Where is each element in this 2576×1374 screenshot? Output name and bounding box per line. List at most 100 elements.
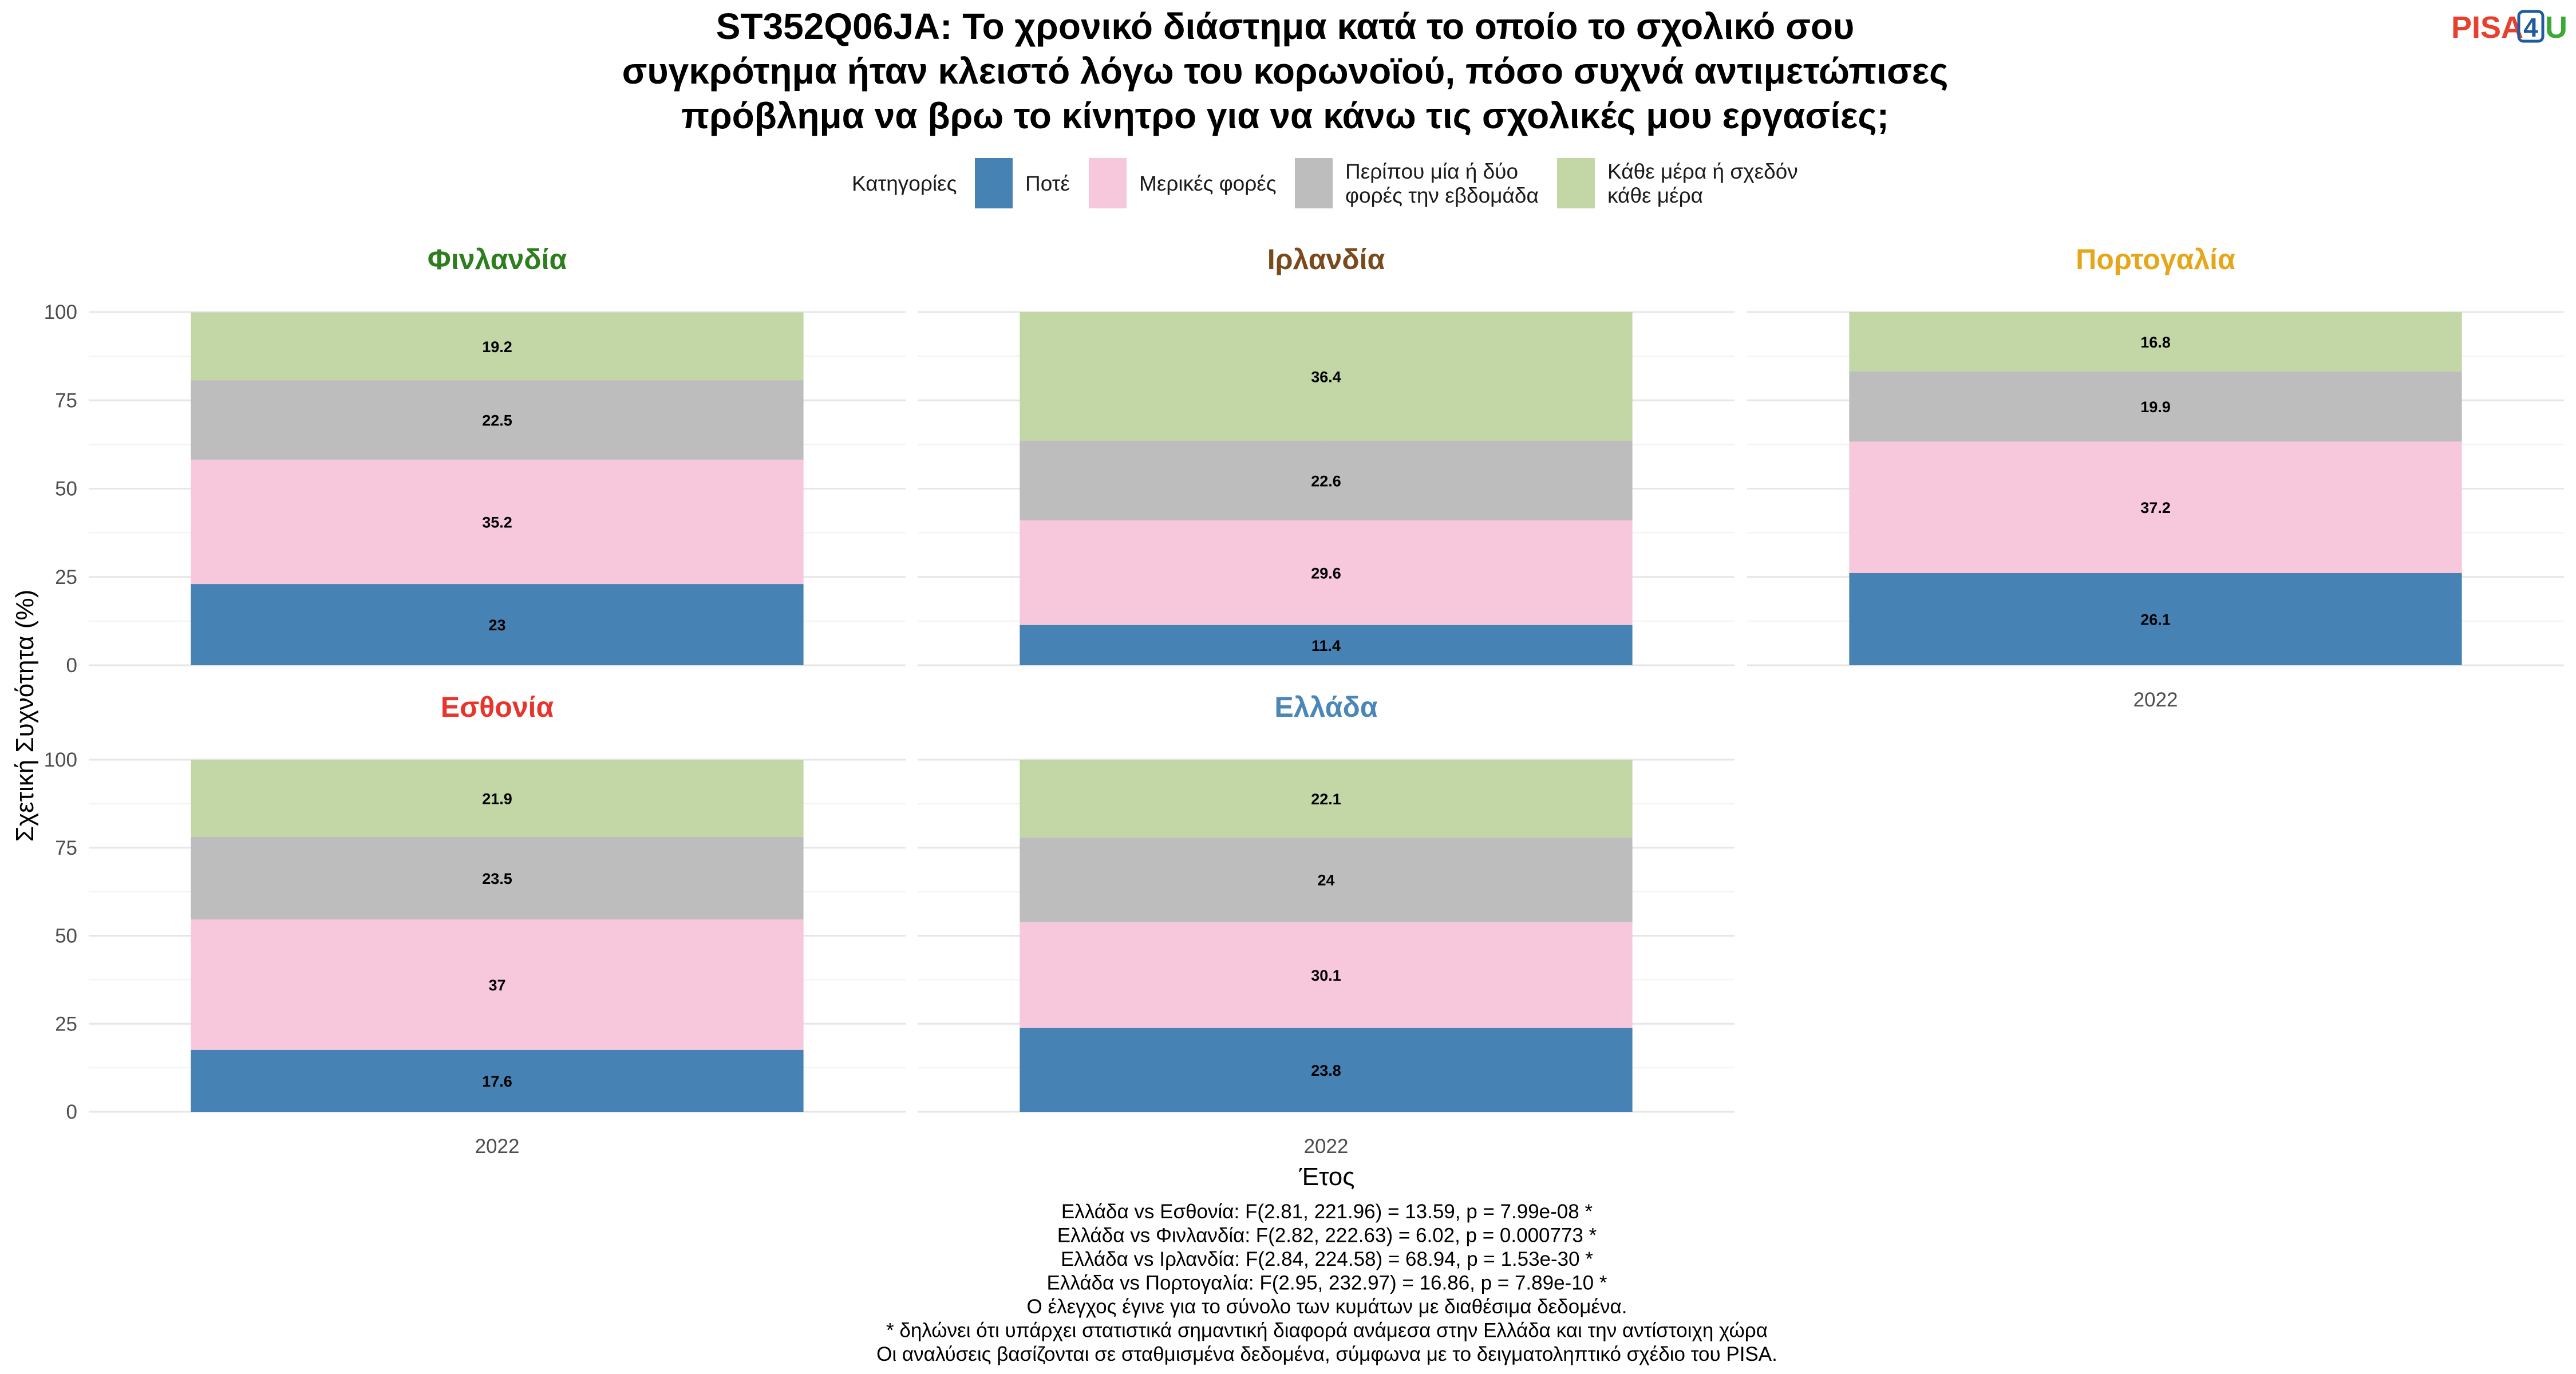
facet-panel: Ιρλανδία 11.4 29.6 22.6 36.4 bbox=[918, 243, 1735, 666]
legend-label: κάθε μέρα bbox=[1607, 184, 1703, 207]
data-label: 11.4 bbox=[1311, 637, 1341, 654]
bar-segment bbox=[191, 919, 804, 1050]
caption-line: Ελλάδα vs Εσθονία: F(2.81, 221.96) = 13.… bbox=[1061, 1201, 1593, 1223]
svg-text:4: 4 bbox=[2523, 13, 2538, 42]
bar-segment bbox=[191, 380, 804, 460]
facet-title: Ιρλανδία bbox=[1267, 243, 1385, 275]
data-label: 16.8 bbox=[2140, 334, 2171, 351]
facet-title: Ελλάδα bbox=[1274, 691, 1377, 723]
data-label: 37.2 bbox=[2140, 499, 2171, 516]
bar-segment bbox=[1020, 922, 1633, 1028]
legend-key bbox=[975, 158, 1013, 208]
data-label: 35.2 bbox=[482, 514, 512, 531]
data-label: 22.6 bbox=[1311, 472, 1341, 489]
svg-text:PISA: PISA bbox=[2451, 10, 2523, 45]
y-tick-label: 100 bbox=[44, 301, 77, 323]
bar-segment bbox=[191, 1049, 804, 1112]
y-tick-label: 50 bbox=[55, 925, 77, 947]
caption-line: Οι αναλύσεις βασίζονται σε σταθμισμένα δ… bbox=[876, 1343, 1777, 1365]
bar-segment bbox=[1849, 441, 2462, 573]
data-label: 19.2 bbox=[482, 338, 512, 356]
y-tick-label: 0 bbox=[66, 1101, 77, 1123]
logo-pisa-text: PISA bbox=[2451, 10, 2523, 45]
caption-line: Ο έλεγχος έγινε για το σύνολο των κυμάτω… bbox=[1027, 1296, 1627, 1318]
x-tick-label: 2022 bbox=[475, 1135, 520, 1158]
legend-key bbox=[1089, 158, 1127, 208]
data-label: 23.8 bbox=[1311, 1062, 1341, 1079]
facet-panels: Φινλανδία 23 35.2 22.5 19.2 0 25 50 75 100 Ιρλανδί… bbox=[44, 243, 2564, 1158]
legend-key bbox=[1557, 158, 1595, 208]
chart-title: ST352Q06JA: Το χρονικό διάστημα κατά το … bbox=[622, 6, 1949, 136]
bar-segment bbox=[1020, 520, 1633, 625]
data-label: 36.4 bbox=[1311, 368, 1341, 385]
data-label: 19.9 bbox=[2140, 398, 2171, 416]
facet-panel: Πορτογαλία 26.1 37.2 19.9 16.8 2022 bbox=[1747, 243, 2564, 711]
legend-item: Ποτέ bbox=[975, 158, 1070, 208]
logo-u-text: U bbox=[2545, 10, 2567, 45]
data-label: 23.5 bbox=[482, 870, 512, 887]
bar-segment bbox=[1849, 572, 2462, 665]
bar-segment bbox=[1849, 312, 2462, 372]
facet-panel: Ελλάδα 23.8 30.1 24 22.1 2022 bbox=[918, 691, 1735, 1158]
data-label: 22.5 bbox=[482, 412, 512, 429]
bar-segment bbox=[1020, 760, 1633, 838]
data-label: 24 bbox=[1317, 872, 1334, 889]
legend-label: Μερικές φορές bbox=[1139, 172, 1277, 195]
data-label: 37 bbox=[488, 977, 505, 994]
facet-title: Εσθονία bbox=[441, 691, 554, 723]
legend-title: Κατηγορίες bbox=[852, 172, 957, 195]
data-label: 23 bbox=[488, 617, 505, 634]
y-axis-title: Σχετική Συχνότητα (%) bbox=[11, 590, 39, 842]
bar-segment bbox=[1020, 1028, 1633, 1112]
bar-segment bbox=[1020, 837, 1633, 922]
bar-segment bbox=[191, 760, 804, 837]
legend: Κατηγορίες Ποτέ Μερικές φορές Περίπου μία ή… bbox=[852, 158, 1798, 208]
bar-segment bbox=[1849, 371, 2462, 442]
bar-segment bbox=[191, 836, 804, 920]
bar-segment bbox=[1020, 312, 1633, 441]
legend-label: Περίπου μία ή δύο bbox=[1345, 160, 1518, 183]
chart-title-line: ST352Q06JA: Το χρονικό διάστημα κατά το … bbox=[716, 6, 1854, 47]
data-label: 29.6 bbox=[1311, 564, 1341, 582]
y-tick-label: 25 bbox=[55, 1013, 77, 1035]
bar-segment bbox=[1020, 440, 1633, 521]
caption-line: Ελλάδα vs Ιρλανδία: F(2.84, 224.58) = 68… bbox=[1061, 1248, 1593, 1270]
bar-segment bbox=[1020, 625, 1633, 665]
legend-key bbox=[1295, 158, 1333, 208]
data-label: 22.1 bbox=[1311, 791, 1341, 808]
facet-panel: Φινλανδία 23 35.2 22.5 19.2 0 25 50 75 100 bbox=[44, 243, 906, 677]
axis-titles: Έτος Σχετική Συχνότητα (%) bbox=[11, 590, 1354, 1191]
y-tick-label: 25 bbox=[55, 566, 77, 589]
y-tick-label: 75 bbox=[55, 389, 77, 412]
x-axis-title: Έτος bbox=[1299, 1163, 1355, 1191]
svg-text:U: U bbox=[2545, 10, 2567, 45]
y-tick-label: 100 bbox=[44, 749, 77, 771]
y-tick-label: 50 bbox=[55, 478, 77, 500]
data-label: 26.1 bbox=[2140, 611, 2171, 628]
caption: Ελλάδα vs Εσθονία: F(2.81, 221.96) = 13.… bbox=[876, 1201, 1777, 1365]
y-tick-label: 0 bbox=[66, 654, 77, 677]
chart-title-line: πρόβλημα να βρω το κίνητρο για να κάνω τ… bbox=[681, 95, 1889, 136]
chart-title-line: συγκρότημα ήταν κλειστό λόγω του κορωνοϊ… bbox=[622, 50, 1949, 92]
facet-title: Φινλανδία bbox=[428, 243, 567, 275]
legend-item: Μερικές φορές bbox=[1089, 158, 1277, 208]
data-label: 21.9 bbox=[482, 790, 512, 807]
caption-line: Ελλάδα vs Φινλανδία: F(2.82, 222.63) = 6… bbox=[1057, 1225, 1597, 1247]
x-tick-label: 2022 bbox=[1304, 1135, 1349, 1158]
pisa4u-logo: PISA 4 U bbox=[2451, 10, 2567, 45]
logo-four-text: 4 bbox=[2523, 13, 2538, 42]
legend-label: φορές την εβδομάδα bbox=[1345, 184, 1539, 207]
caption-line: Ελλάδα vs Πορτογαλία: F(2.95, 232.97) = … bbox=[1047, 1272, 1607, 1294]
data-label: 30.1 bbox=[1311, 967, 1341, 984]
bar-segment bbox=[191, 584, 804, 665]
y-tick-label: 75 bbox=[55, 837, 77, 859]
caption-line: * δηλώνει ότι υπάρχει στατιστικά σημαντι… bbox=[886, 1320, 1768, 1342]
bar-segment bbox=[191, 459, 804, 585]
bar-segment bbox=[191, 312, 804, 381]
legend-label: Κάθε μέρα ή σχεδόν bbox=[1607, 160, 1798, 183]
facet-panel: Εσθονία 17.6 37 23.5 21.9 0 25 50 75 100 2022 bbox=[44, 691, 906, 1158]
facet-title: Πορτογαλία bbox=[2076, 243, 2235, 275]
